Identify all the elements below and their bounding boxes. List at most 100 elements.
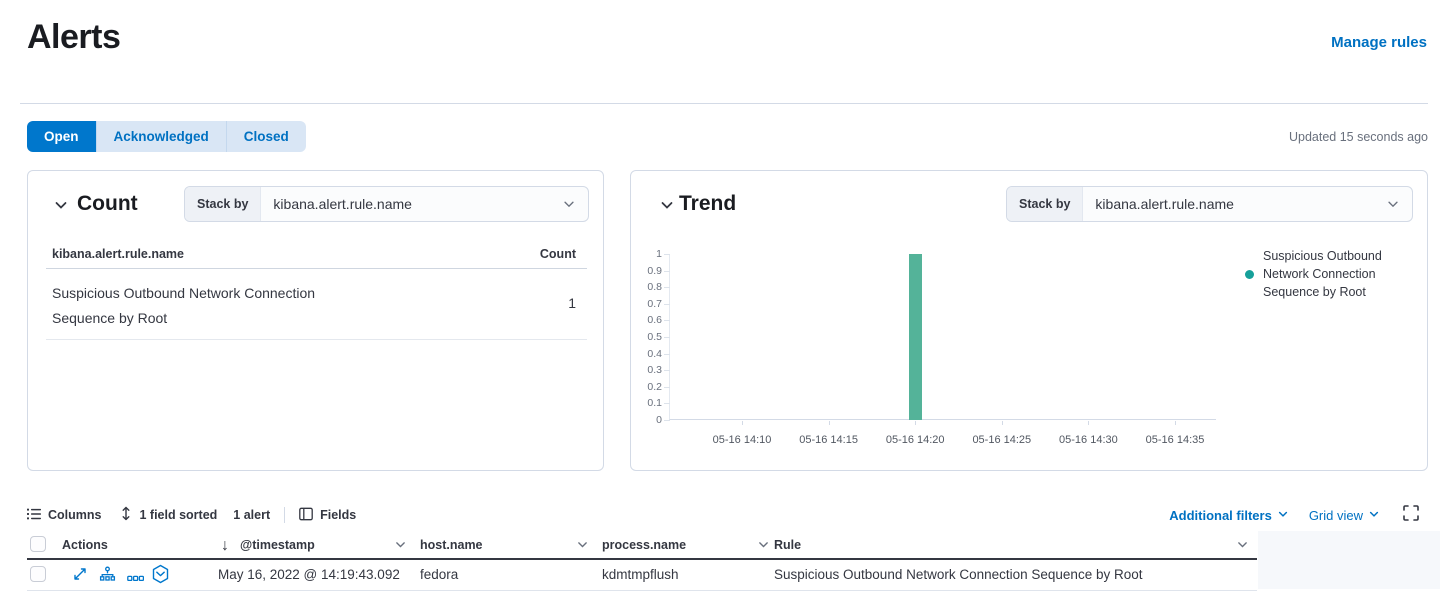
row-checkbox[interactable] [30, 566, 46, 582]
chevron-down-icon[interactable] [757, 538, 770, 556]
count-table-header-divider [46, 268, 587, 269]
cell-rule[interactable]: Suspicious Outbound Network Connection S… [774, 567, 1143, 582]
more-actions-icon[interactable] [127, 570, 145, 588]
count-table-row-count: 1 [568, 295, 576, 311]
y-axis-tick-mark [664, 370, 670, 372]
trend-bar[interactable] [908, 254, 922, 420]
y-axis-tick-label: 0 [656, 414, 662, 426]
grid-view-label: Grid view [1308, 507, 1363, 523]
grid-view-button[interactable]: Grid view [1309, 508, 1380, 523]
x-axis-tick-label: 05-16 14:15 [799, 434, 858, 446]
table-header-underline [27, 558, 1257, 560]
count-panel-title: Count [77, 192, 138, 215]
y-axis-tick-label: 0.5 [647, 331, 662, 343]
columns-list-icon [27, 507, 41, 524]
y-axis-tick-mark [664, 386, 670, 388]
chevron-down-icon[interactable] [394, 538, 407, 556]
fields-label: Fields [320, 508, 357, 522]
x-axis-tick-mark [1175, 421, 1176, 425]
y-axis-tick-mark [664, 320, 670, 322]
x-axis-tick-label: 05-16 14:10 [712, 434, 772, 446]
filter-closed-button[interactable]: Closed [225, 121, 306, 152]
sort-desc-icon[interactable]: ↓ [221, 537, 229, 554]
sort-arrows-icon [120, 506, 132, 524]
count-table-count-header: Count [539, 247, 576, 261]
x-axis-tick-label: 05-16 14:35 [1145, 434, 1205, 446]
x-axis-tick-label: 05-16 14:25 [972, 434, 1032, 446]
legend-dot-icon [1245, 269, 1254, 279]
y-axis-tick-label: 0.4 [647, 347, 662, 360]
fullscreen-button[interactable] [1400, 504, 1422, 526]
columns-button[interactable]: Columns [27, 507, 101, 524]
y-axis-tick-label: 0.2 [647, 380, 662, 393]
fields-table-icon [299, 507, 313, 524]
alert-count-text: 1 alert [233, 508, 270, 522]
x-axis-tick-mark [1001, 421, 1003, 425]
y-axis-tick-label: 0.6 [647, 314, 662, 327]
alert-count-label: 1 alert [233, 508, 271, 522]
y-axis-tick-label: 1 [656, 248, 662, 260]
chevron-down-icon [1277, 508, 1289, 523]
column-header-actions: Actions [62, 538, 108, 552]
table-row-underline [27, 590, 1257, 591]
investigate-in-timeline-icon[interactable] [151, 564, 170, 589]
column-header-rule[interactable]: Rule [774, 538, 802, 552]
stack-by-value: kibana.alert.rule.name [273, 196, 412, 212]
count-table-row-divider [46, 339, 587, 340]
x-axis-tick-mark [742, 421, 743, 425]
y-axis-tick-label: 0.7 [647, 297, 662, 310]
filter-open-button[interactable]: Open [27, 121, 96, 152]
analyze-event-icon[interactable] [99, 566, 116, 588]
y-axis-tick-label: 0.3 [647, 364, 662, 377]
expand-alert-icon[interactable] [72, 566, 88, 587]
trend-legend-item[interactable]: Suspicious Outbound Network Connection S… [1245, 247, 1421, 301]
count-panel: Count Stack by kibana.alert.rule.name ki… [27, 170, 604, 471]
y-axis-tick-mark [664, 353, 670, 355]
alerts-grid-toolbar-right: Additional filters Grid view [1169, 504, 1422, 526]
y-axis-tick-mark [664, 287, 670, 289]
status-filter-group: Open Acknowledged Closed [27, 121, 306, 152]
y-axis-tick-label: 0.1 [647, 397, 662, 410]
legend-label: Suspicious Outbound Network Connection S… [1263, 249, 1382, 300]
trend-stack-by-select[interactable]: Stack by kibana.alert.rule.name [1006, 186, 1413, 222]
trend-panel: Trend Stack by kibana.alert.rule.name 1 0… [630, 170, 1428, 471]
trend-chart: 1 0.9 0.8 0.7 0.6 0.5 0.4 0.3 0.2 0.1 0 05-16 14:10… [647, 249, 1216, 446]
page-title: Alerts [27, 18, 121, 56]
count-stack-by-select[interactable]: Stack by kibana.alert.rule.name [184, 186, 589, 222]
y-axis-tick-mark [664, 254, 670, 255]
fullscreen-icon [1402, 504, 1420, 527]
cell-process-name[interactable]: kdmtmpflush [602, 567, 679, 582]
sorted-fields-button[interactable]: 1 field sorted [120, 506, 217, 524]
y-axis-tick-label: 0.9 [647, 264, 662, 277]
trend-panel-title: Trend [679, 192, 737, 215]
chevron-down-icon[interactable] [53, 197, 69, 213]
stack-by-label: Stack by [1007, 187, 1084, 221]
y-axis-tick-mark [664, 337, 670, 338]
chevron-down-icon[interactable] [1236, 538, 1249, 556]
cell-host-name[interactable]: fedora [420, 567, 459, 582]
y-axis-tick-mark [664, 303, 670, 305]
column-header-timestamp[interactable]: @timestamp [240, 538, 315, 552]
columns-label: Columns [48, 508, 102, 522]
count-table-field-header: kibana.alert.rule.name [52, 247, 185, 261]
additional-filters-label: Additional filters [1169, 507, 1272, 523]
chevron-down-icon[interactable] [659, 197, 675, 213]
sorted-label: 1 field sorted [139, 508, 218, 522]
column-header-host-name[interactable]: host.name [420, 538, 483, 552]
chevron-down-icon [1386, 187, 1412, 221]
filter-acknowledged-button[interactable]: Acknowledged [95, 121, 226, 152]
y-axis-tick-mark [664, 270, 670, 272]
alerts-grid-toolbar: Columns 1 field sorted 1 alert Fields [27, 504, 356, 526]
chevron-down-icon [1368, 508, 1380, 523]
x-axis-tick-mark [828, 421, 830, 425]
cell-timestamp[interactable]: May 16, 2022 @ 14:19:43.092 [218, 567, 400, 582]
additional-filters-button[interactable]: Additional filters [1169, 508, 1289, 523]
count-table-row-field[interactable]: Suspicious Outbound Network Connection S… [52, 285, 316, 326]
chevron-down-icon[interactable] [576, 538, 589, 556]
manage-rules-link[interactable]: Manage rules [1331, 34, 1427, 51]
x-axis-tick-mark [915, 421, 917, 425]
fields-button[interactable]: Fields [299, 507, 356, 524]
select-all-checkbox[interactable] [30, 536, 46, 552]
updated-status-text: Updated 15 seconds ago [1289, 130, 1428, 144]
column-header-process-name[interactable]: process.name [602, 538, 687, 552]
